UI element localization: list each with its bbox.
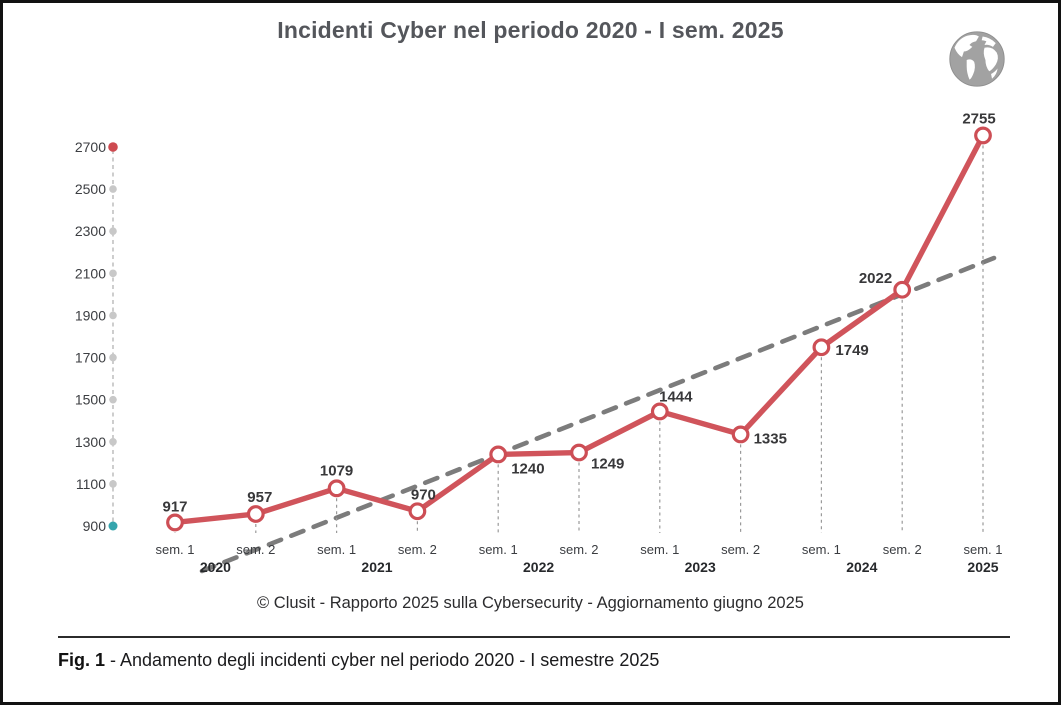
year-label: 2022: [523, 559, 554, 575]
y-axis-tick-label: 2100: [75, 265, 106, 281]
year-label: 2021: [361, 559, 392, 575]
y-axis-tick-dot: [108, 521, 118, 531]
incident-line-chart: 9001100130015001700190021002300250027009…: [75, 110, 1003, 575]
data-point: [408, 502, 427, 521]
y-axis: 900 1100 1300 1500 1700 1900 2100 2300 2500 2700: [75, 139, 118, 534]
semester-label: sem. 1: [479, 542, 518, 557]
y-axis-tick-dot: [109, 185, 117, 193]
y-axis-tick-dot: [109, 480, 117, 488]
y-axis-tick-dot: [109, 269, 117, 278]
globe-icon: [949, 31, 1005, 87]
value-label: 1749: [835, 342, 868, 359]
data-point: [893, 280, 912, 299]
data-point: [327, 479, 346, 498]
value-label: 2755: [962, 110, 995, 127]
y-axis-tick-label: 900: [83, 518, 107, 534]
value-label: 1249: [591, 456, 624, 473]
y-axis-tick-label: 2700: [75, 139, 106, 155]
y-axis-tick-dot: [109, 353, 117, 362]
semester-label: sem. 1: [155, 542, 194, 557]
figure-label: Fig. 1: [58, 650, 106, 670]
y-axis-tick-dot: [109, 395, 117, 404]
data-point: [246, 505, 265, 523]
caption-divider: [58, 636, 1010, 638]
y-axis-tick-label: 1900: [75, 307, 106, 323]
year-label: 2024: [846, 559, 877, 575]
semester-label: sem. 2: [236, 542, 275, 557]
y-axis-tick-label: 1500: [75, 392, 106, 408]
value-label: 2022: [859, 270, 892, 287]
value-label: 1335: [754, 430, 787, 447]
semester-label: sem. 2: [721, 542, 760, 557]
value-label: 957: [247, 489, 272, 506]
value-label: 1079: [320, 462, 353, 479]
value-label: 970: [411, 486, 436, 503]
year-label: 2023: [685, 559, 716, 575]
drop-lines: [174, 145, 984, 533]
semester-label: sem. 2: [559, 542, 598, 557]
semester-label: sem. 1: [640, 542, 679, 557]
y-axis-tick-dot: [108, 142, 118, 152]
chart-title: Incidenti Cyber nel periodo 2020 - I sem…: [277, 17, 784, 43]
x-axis-labels: sem. 1 sem. 2 sem. 1 sem. 2 sem. 1 sem. 2 sem.…: [155, 542, 1002, 575]
y-axis-tick-dot: [109, 311, 117, 320]
data-point: [812, 338, 831, 357]
semester-label: sem. 2: [398, 542, 437, 557]
data-point: [731, 425, 750, 444]
data-point: [166, 513, 184, 532]
y-axis-tick-label: 1100: [76, 476, 106, 492]
y-axis-tick-label: 2500: [75, 181, 106, 197]
y-axis-tick-dot: [109, 437, 117, 446]
semester-label: sem. 2: [883, 542, 922, 557]
year-label: 2020: [200, 559, 231, 575]
source-credit: © Clusit - Rapporto 2025 sulla Cybersecu…: [257, 594, 804, 612]
y-axis-tick-dot: [109, 227, 117, 236]
year-label: 2025: [967, 559, 998, 575]
y-axis-tick-label: 1700: [75, 350, 106, 366]
semester-label: sem. 1: [963, 542, 1002, 557]
data-points: 917 957 1079 970 1240 1249 1444 1335 1749 2022 275…: [162, 110, 996, 532]
figure-caption: Fig. 1 - Andamento degli incidenti cyber…: [58, 650, 659, 671]
y-axis-tick-label: 1300: [75, 434, 106, 450]
data-point: [650, 402, 669, 421]
data-point: [570, 443, 588, 462]
data-point: [489, 445, 508, 464]
figure-caption-text: - Andamento degli incidenti cyber nel pe…: [110, 650, 660, 670]
value-label: 1240: [511, 460, 544, 477]
data-point: [974, 126, 992, 145]
trend-line: [199, 255, 997, 574]
semester-label: sem. 1: [317, 542, 356, 557]
value-label: 1444: [659, 388, 693, 405]
y-axis-tick-label: 2300: [75, 223, 106, 239]
semester-label: sem. 1: [802, 542, 841, 557]
value-label: 917: [162, 498, 187, 515]
